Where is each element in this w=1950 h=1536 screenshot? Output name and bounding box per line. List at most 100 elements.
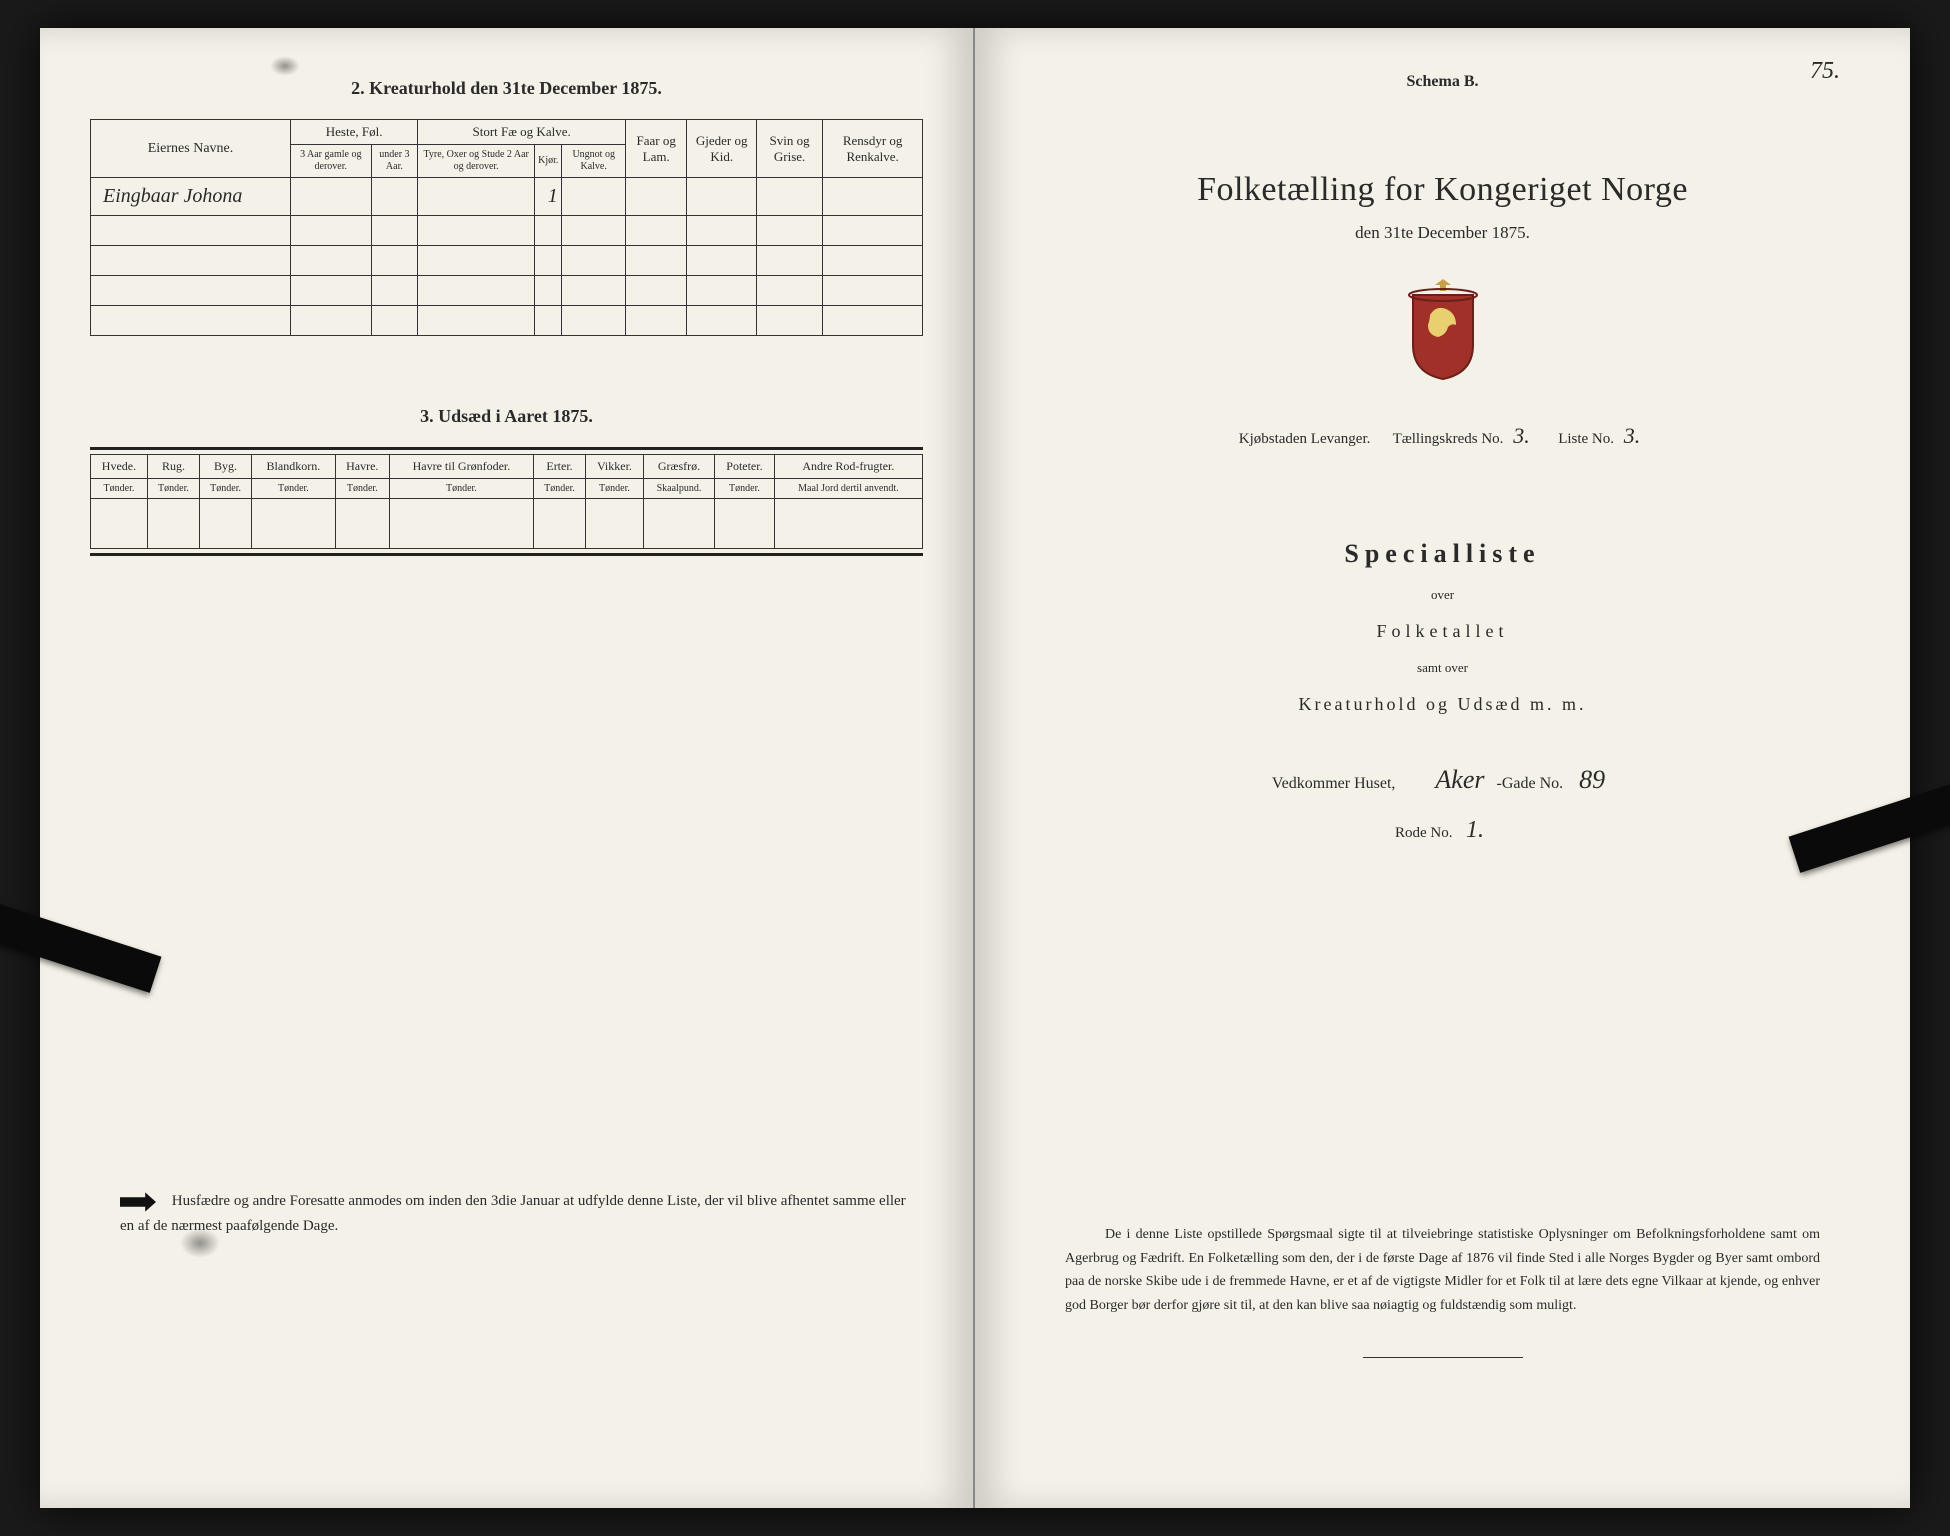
udsaed-col-unit: Maal Jord dertil anvendt. xyxy=(774,479,922,499)
section-3-title: 3. Udsæd i Aaret 1875. xyxy=(90,406,923,427)
udsaed-col-unit: Tønder. xyxy=(533,479,585,499)
udsaed-col-header: Poteter. xyxy=(715,455,775,479)
samt-over-label: samt over xyxy=(1025,660,1860,676)
table-row: Eingbaar Johona 1 xyxy=(91,178,923,216)
left-footer-note: Husfædre og andre Foresatte anmodes om i… xyxy=(120,1189,913,1238)
udsaed-col-header: Hvede. xyxy=(91,455,148,479)
taellingskreds-label: Tællingskreds No. xyxy=(1393,431,1504,447)
sub-fae-3: Ungnot og Kalve. xyxy=(562,145,626,178)
udsaed-sub-row: Tønder.Tønder.Tønder.Tønder.Tønder.Tønde… xyxy=(91,479,923,499)
udsaed-col-header: Byg. xyxy=(200,455,252,479)
kreatur-line: Kreaturhold og Udsæd m. m. xyxy=(1025,694,1860,715)
folketallet-label: Folketallet xyxy=(1025,621,1860,642)
owner-name-cell: Eingbaar Johona xyxy=(91,178,291,216)
udsaed-col-unit: Tønder. xyxy=(200,479,252,499)
gade-number: 89 xyxy=(1571,765,1613,794)
table-row xyxy=(91,216,923,246)
section-2-title: 2. Kreaturhold den 31te December 1875. xyxy=(90,78,923,99)
udsaed-col-header: Havre. xyxy=(335,455,389,479)
kreaturhold-table: Eiernes Navne. Heste, Føl. Stort Fæ og K… xyxy=(90,119,923,336)
group-rensdyr: Rensdyr og Renkalve. xyxy=(823,120,923,178)
cell xyxy=(643,499,714,549)
udsaed-header-row: Hvede.Rug.Byg.Blandkorn.Havre.Havre til … xyxy=(91,455,923,479)
pointing-hand-icon xyxy=(120,1190,156,1214)
sub-fae-2: Kjør. xyxy=(535,145,562,178)
main-title: Folketælling for Kongeriget Norge xyxy=(1025,171,1860,209)
smudge xyxy=(180,1228,220,1258)
udsaed-col-header: Havre til Grønfoder. xyxy=(389,455,533,479)
footer-text: Husfædre og andre Foresatte anmodes om i… xyxy=(120,1193,906,1234)
table-row xyxy=(91,246,923,276)
book-spread: 2. Kreaturhold den 31te December 1875. E… xyxy=(40,28,1910,1508)
rode-label: Rode No. xyxy=(1395,825,1453,841)
gade-name: Aker xyxy=(1427,765,1492,794)
coat-of-arms-icon xyxy=(1398,273,1488,383)
cell xyxy=(147,499,199,549)
udsaed-col-header: Erter. xyxy=(533,455,585,479)
cell xyxy=(389,499,533,549)
udsaed-col-header: Blandkorn. xyxy=(252,455,336,479)
group-gjeder: Gjeder og Kid. xyxy=(687,120,757,178)
udsaed-table: Hvede.Rug.Byg.Blandkorn.Havre.Havre til … xyxy=(90,454,923,549)
udsaed-col-unit: Tønder. xyxy=(715,479,775,499)
date-line: den 31te December 1875. xyxy=(1025,223,1860,243)
left-page: 2. Kreaturhold den 31te December 1875. E… xyxy=(40,28,975,1508)
udsaed-col-unit: Tønder. xyxy=(147,479,199,499)
group-heste: Heste, Føl. xyxy=(291,120,418,145)
cell xyxy=(774,499,922,549)
cell xyxy=(756,178,822,216)
page-clip-left xyxy=(0,901,161,993)
right-footer-paragraph: De i denne Liste opstillede Spørgsmaal s… xyxy=(1065,1223,1820,1318)
cell xyxy=(418,178,535,216)
cell xyxy=(200,499,252,549)
kjobstad-label: Kjøbstaden Levanger. xyxy=(1239,431,1371,447)
udsaed-col-unit: Tønder. xyxy=(91,479,148,499)
taellingskreds-value: 3. xyxy=(1507,423,1536,448)
kjobstad-line: Kjøbstaden Levanger. Tællingskreds No. 3… xyxy=(1025,423,1860,449)
rode-value: 1. xyxy=(1460,817,1490,843)
sub-heste-2: under 3 Aar. xyxy=(371,145,418,178)
cell xyxy=(91,499,148,549)
cell xyxy=(371,178,418,216)
owner-header: Eiernes Navne. xyxy=(91,120,291,178)
gade-label: -Gade No. xyxy=(1496,775,1563,792)
footer-rule xyxy=(1363,1357,1523,1358)
cell xyxy=(291,178,372,216)
sub-heste-1: 3 Aar gamle og derover. xyxy=(291,145,372,178)
over-label: over xyxy=(1025,587,1860,603)
udsaed-col-unit: Tønder. xyxy=(586,479,644,499)
smudge xyxy=(270,56,300,76)
page-number: 75. xyxy=(1810,58,1840,85)
udsaed-col-unit: Tønder. xyxy=(335,479,389,499)
table-row xyxy=(91,276,923,306)
rule xyxy=(90,447,923,450)
udsaed-col-header: Rug. xyxy=(147,455,199,479)
cell xyxy=(687,178,757,216)
liste-label: Liste No. xyxy=(1558,431,1614,447)
cell-kjor: 1 xyxy=(535,178,562,216)
cell xyxy=(586,499,644,549)
group-stortfae: Stort Fæ og Kalve. xyxy=(418,120,626,145)
schema-label: Schema B. xyxy=(1025,73,1860,91)
vedkommer-label: Vedkommer Huset, xyxy=(1272,775,1396,792)
right-page: 75. Schema B. Folketælling for Kongerige… xyxy=(975,28,1910,1508)
cell xyxy=(533,499,585,549)
cell xyxy=(823,178,923,216)
udsaed-col-header: Andre Rod-frugter. xyxy=(774,455,922,479)
group-faar: Faar og Lam. xyxy=(625,120,686,178)
table-row xyxy=(91,306,923,336)
rode-line: Rode No. 1. xyxy=(1025,817,1860,844)
table-row xyxy=(91,499,923,549)
group-svin: Svin og Grise. xyxy=(756,120,822,178)
udsaed-col-unit: Skaalpund. xyxy=(643,479,714,499)
udsaed-col-unit: Tønder. xyxy=(252,479,336,499)
vedkommer-line: Vedkommer Huset, Aker -Gade No. 89 xyxy=(1025,765,1860,795)
udsaed-col-header: Græsfrø. xyxy=(643,455,714,479)
liste-value: 3. xyxy=(1618,423,1647,448)
udsaed-col-unit: Tønder. xyxy=(389,479,533,499)
specialliste-heading: Specialliste xyxy=(1025,539,1860,569)
cell xyxy=(335,499,389,549)
cell xyxy=(562,178,626,216)
cell xyxy=(625,178,686,216)
udsaed-col-header: Vikker. xyxy=(586,455,644,479)
